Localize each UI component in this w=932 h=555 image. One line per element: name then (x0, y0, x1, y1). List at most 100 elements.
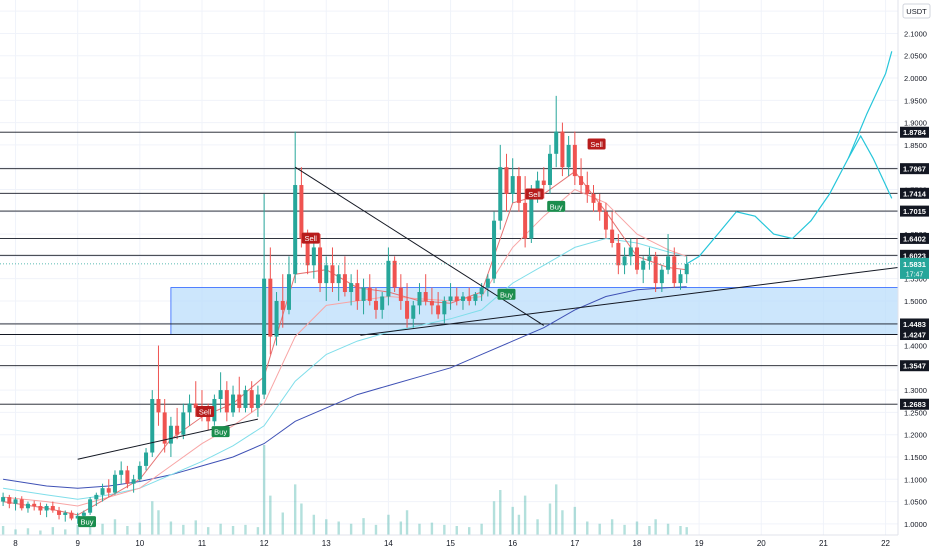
candle-body (44, 506, 49, 511)
candle-body (560, 131, 565, 168)
signal-box (196, 406, 215, 418)
volume-bar (685, 527, 688, 535)
volume-bar (648, 526, 651, 535)
candle-body (75, 515, 80, 519)
candle-body (286, 274, 291, 310)
level-label-text: 1.2683 (903, 400, 926, 409)
projection-path (686, 51, 893, 265)
volume-bar (126, 526, 129, 535)
y-tick-label: 1.1000 (904, 475, 927, 484)
candle-body (516, 176, 521, 203)
signal-box (587, 138, 606, 150)
x-tick-label: 16 (508, 539, 517, 548)
currency-label: USDT (906, 7, 927, 16)
buy-signal: Buy (78, 516, 97, 528)
level-label-box (900, 205, 929, 217)
volume-bar (443, 524, 446, 535)
candle-body (249, 390, 254, 408)
level-label-text: 1.6023 (903, 251, 926, 260)
level-label-box (900, 187, 929, 199)
volume-bar (194, 520, 197, 535)
volume-bar (14, 529, 17, 535)
candle-body (367, 287, 372, 301)
signal-box (525, 188, 544, 200)
volume-bar (517, 514, 521, 535)
x-tick-label: 19 (695, 539, 704, 548)
level-label: 1.2683 (900, 398, 929, 410)
buy-signal: Buy (211, 426, 230, 438)
candle-body (398, 287, 403, 301)
volume-bar (64, 529, 67, 535)
signal-box (497, 288, 516, 300)
volume-bar (293, 484, 297, 535)
signal-label: Buy (214, 428, 227, 437)
currency-badge-box (902, 3, 931, 19)
volume-bar (39, 530, 42, 535)
signal-box (211, 426, 230, 438)
volume-bar (169, 521, 173, 535)
candle-body (274, 300, 279, 337)
candle-body (566, 144, 571, 168)
x-tick-label: 8 (13, 539, 18, 548)
sell-signal: Sell (587, 138, 606, 150)
candle-body (69, 512, 74, 519)
buy-signal: Buy (547, 200, 566, 212)
level-label: 1.3547 (900, 360, 929, 372)
y-tick-label: 1.8500 (904, 141, 927, 150)
candle-body (156, 399, 161, 413)
y-tick-label: 2.1000 (904, 29, 927, 38)
candle-body (659, 269, 664, 284)
candle-body (280, 300, 285, 310)
level-label-text: 1.4483 (903, 320, 926, 329)
candle-body (187, 403, 192, 413)
y-tick-label: 1.0500 (904, 498, 927, 507)
volume-bar (101, 523, 104, 535)
candle-body (460, 296, 465, 301)
level-label: 1.6023 (900, 249, 929, 261)
volume-bar (281, 512, 284, 535)
volume-bar (399, 521, 403, 535)
candle-body (32, 503, 37, 507)
volume-bar (492, 501, 496, 535)
candle-body (616, 242, 621, 266)
volume-bar (219, 523, 222, 535)
x-tick-label: 17 (570, 539, 579, 548)
candle-body (305, 238, 310, 266)
volume-bar (231, 526, 235, 535)
signal-label: Sell (304, 234, 317, 243)
candle-body (603, 211, 608, 230)
candle-body (653, 256, 658, 284)
level-label-text: 1.6402 (903, 234, 926, 243)
x-tick-label: 20 (757, 539, 766, 548)
candle-body (579, 176, 584, 186)
candle-body (684, 263, 689, 275)
level-label: 1.7414 (900, 187, 929, 199)
x-tick-label: 10 (135, 539, 144, 548)
candle-body (504, 167, 509, 194)
candle-body (330, 265, 335, 284)
volume-bar (88, 521, 92, 535)
volume-bar (206, 527, 210, 535)
trendline (77, 418, 259, 460)
signal-label: Sell (199, 408, 212, 417)
y-tick-label: 1.9500 (904, 96, 927, 105)
signal-label: Sell (528, 190, 541, 199)
candle-body (57, 510, 62, 515)
candle-body (485, 278, 490, 288)
volume-bar (262, 445, 266, 535)
candle-body (535, 180, 540, 194)
candle-body (243, 390, 248, 408)
currency-badge: USDT (902, 3, 931, 19)
time-axis: 8 9 10 11 12 13 14 15 16 17 18 19 20 21 22 (0, 534, 932, 550)
volume-bar (387, 514, 390, 535)
projection-path-alt (847, 134, 893, 199)
level-label-text: 1.3547 (903, 362, 926, 371)
level-label: 1.8784 (900, 126, 929, 138)
candle-body (63, 512, 68, 515)
candle-body (634, 247, 639, 270)
candle-body (585, 185, 590, 194)
volume-bar (455, 526, 458, 535)
